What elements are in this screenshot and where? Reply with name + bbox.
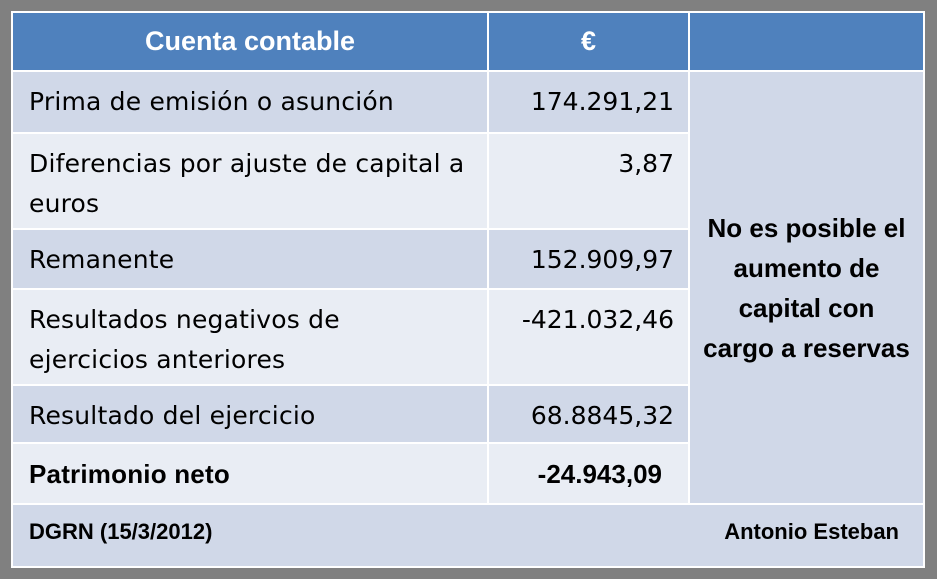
header-euro: € bbox=[489, 13, 688, 70]
row-value-diferencias: 3,87 bbox=[489, 134, 688, 228]
row-value-resultados-negativos: -421.032,46 bbox=[489, 290, 688, 384]
header-empty bbox=[690, 13, 923, 70]
note-text: No es posible el aumento de capital con … bbox=[703, 212, 910, 363]
row-value-prima: 174.291,21 bbox=[489, 72, 688, 132]
row-label-remanente: Remanente bbox=[13, 230, 487, 288]
header-cuenta-contable: Cuenta contable bbox=[13, 13, 487, 70]
row-label-prima: Prima de emisión o asunción bbox=[13, 72, 487, 132]
row-value-resultado-ejercicio: 68.8845,32 bbox=[489, 386, 688, 442]
row-label-resultados-negativos: Resultados negativos de ejercicios anter… bbox=[13, 290, 487, 384]
footer-author: Antonio Esteban bbox=[724, 519, 899, 544]
row-value-patrimonio-neto: -24.943,09 bbox=[489, 444, 688, 503]
row-label-diferencias: Diferencias por ajuste de capital a euro… bbox=[13, 134, 487, 228]
row-value-remanente: 152.909,97 bbox=[489, 230, 688, 288]
row-label-resultado-ejercicio: Resultado del ejercicio bbox=[13, 386, 487, 442]
note-cell: No es posible el aumento de capital con … bbox=[690, 72, 923, 503]
footer-row: DGRN (15/3/2012) Antonio Esteban bbox=[13, 505, 923, 566]
accounting-table: Cuenta contable € Prima de emisión o asu… bbox=[11, 11, 925, 568]
footer-source: DGRN (15/3/2012) bbox=[29, 519, 213, 544]
row-label-patrimonio-neto: Patrimonio neto bbox=[13, 444, 487, 503]
